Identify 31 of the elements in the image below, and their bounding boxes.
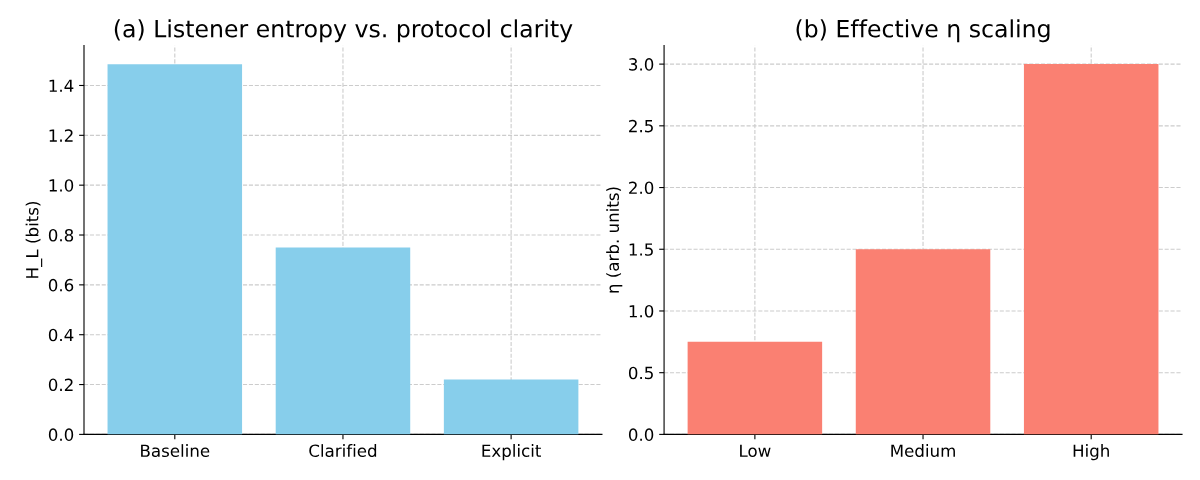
y-tick-label: 1.4	[49, 79, 74, 92]
x-tick-label: Explicit	[482, 444, 541, 461]
y-tick-label: 1.0	[49, 179, 74, 192]
y-tick-label: 0.8	[48, 228, 74, 242]
y-axis-title: η (arb. units)	[606, 187, 623, 293]
y-tick-label: 2.0	[629, 181, 654, 195]
y-tick-label: 1.0	[629, 304, 654, 318]
x-tick-label: Medium	[891, 444, 955, 458]
bar	[107, 64, 243, 435]
y-tick-label: 3.0	[629, 58, 654, 71]
x-tick-label: Clarified	[309, 444, 377, 458]
bar	[855, 249, 991, 435]
bar	[687, 341, 823, 435]
y-axis-title: H_L (bits)	[25, 201, 43, 278]
y-tick-label: 0.4	[48, 328, 74, 342]
x-tick-label: Low	[740, 444, 771, 458]
x-tick-label: High	[1073, 444, 1109, 461]
y-tick-label: 0.6	[48, 278, 74, 292]
bar	[443, 379, 579, 435]
chart-title: (a) Listener entropy vs. protocol clarity	[114, 19, 573, 43]
y-tick-label: 0.0	[628, 428, 654, 441]
y-tick-label: 1.2	[49, 129, 73, 142]
y-tick-label: 1.5	[629, 243, 653, 256]
y-tick-label: 0.2	[48, 378, 73, 392]
y-tick-label: 0.5	[628, 366, 653, 380]
bar	[275, 247, 411, 435]
y-tick-label: 2.5	[629, 119, 653, 133]
chart-title: (b) Effective η scaling	[796, 19, 1050, 43]
y-tick-label: 0.0	[48, 428, 74, 441]
bar	[1023, 64, 1159, 435]
x-tick-label: Baseline	[141, 444, 210, 458]
